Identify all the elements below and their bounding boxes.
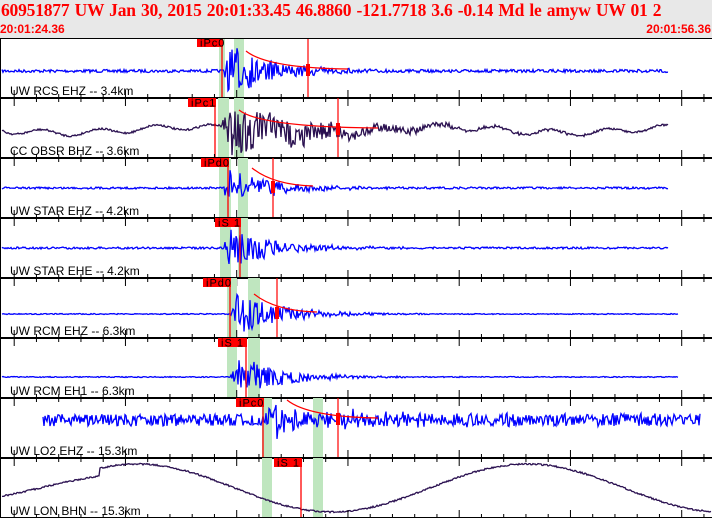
phase-window [227, 338, 237, 398]
phase-window [227, 278, 237, 338]
channel-panel[interactable]: iPc1 CC OBSR BHZ -- 3.6km [0, 98, 712, 167]
coda-fit [238, 109, 379, 129]
channel-label: UW STAR EHZ -- 4.2km [10, 204, 139, 218]
pick-label: iS 1 [277, 458, 300, 470]
channel-label: CC OBSR BHZ -- 3.6km [10, 144, 139, 158]
pick-label: iPd0 [206, 278, 232, 290]
channel-panel[interactable]: iPc0 UW RCS EHZ -- 3.4km [0, 38, 712, 106]
coda-amp-marker [336, 413, 340, 425]
pick-label-box[interactable] [274, 458, 302, 467]
coda-fit [245, 50, 349, 70]
pick-label-box[interactable] [188, 98, 216, 107]
waveform-trace [1, 229, 669, 264]
phase-window [262, 398, 272, 458]
channel-label: UW LON BHN -- 15.3km [10, 504, 141, 518]
start-time: 20:01:24.36 [0, 22, 65, 36]
channel-label: UW RCM EH1 -- 6.3km [10, 384, 135, 398]
channel-panel[interactable]: iS 1 UW LON BHN -- 15.3km [0, 458, 712, 518]
pick-label: iS 1 [221, 338, 244, 350]
phase-window [313, 398, 323, 458]
waveform-trace [1, 462, 712, 514]
pick-label-box[interactable] [236, 398, 264, 407]
channel-panel[interactable]: iS 1 UW RCM EH1 -- 6.3km [0, 338, 712, 407]
channel-label: UW LO2 EHZ -- 15.3km [10, 444, 137, 458]
channel-panel[interactable]: iPd0 UW RCM EHZ -- 6.3km [0, 278, 712, 347]
event-title: 60951877 UW Jan 30, 2015 20:01:33.45 46.… [1, 0, 662, 20]
waveform-trace [1, 111, 669, 156]
coda-fit [253, 293, 318, 313]
header-bar: 60951877 UW Jan 30, 2015 20:01:33.45 46.… [0, 0, 712, 38]
phase-window [238, 158, 248, 218]
pick-label: iPd0 [204, 158, 230, 170]
waveform-trace [42, 404, 701, 439]
pick-label: iPc0 [200, 38, 225, 50]
coda-amp-marker [336, 123, 340, 135]
channel-panel[interactable]: iPd0 UW STAR EHZ -- 4.2km [0, 158, 712, 227]
waveform-trace [1, 292, 679, 332]
pick-label: iPc1 [191, 98, 216, 110]
pick-label: iS 1 [218, 218, 241, 230]
coda-amp-marker [306, 64, 310, 76]
coda-fit [286, 399, 379, 419]
channel-panel[interactable]: iPc0 UW LO2 EHZ -- 15.3km [0, 398, 712, 467]
pick-label: iPc0 [239, 398, 264, 410]
pick-label-box[interactable] [201, 158, 229, 167]
pick-label-box[interactable] [218, 338, 247, 347]
waveform-trace [1, 170, 669, 197]
phase-window [262, 458, 272, 518]
channel-label: UW STAR EHE -- 4.2km [10, 264, 140, 278]
waveform-trace [1, 48, 669, 93]
pick-label-box[interactable] [197, 38, 223, 47]
coda-amp-marker [275, 307, 279, 319]
pick-label-box[interactable] [203, 278, 231, 287]
seismogram-panels[interactable]: iPc0 UW RCS EHZ -- 3.4km iPc1 CC OBSR BHZ -… [0, 38, 712, 518]
channel-label: UW RCS EHZ -- 3.4km [10, 84, 133, 98]
phase-window [313, 458, 323, 518]
channel-label: UW RCM EHZ -- 6.3km [10, 324, 135, 338]
channel-panel[interactable]: iS 1 UW STAR EHE -- 4.2km [0, 218, 712, 287]
coda-amp-marker [271, 181, 275, 193]
coda-fit [251, 167, 314, 187]
pick-label-box[interactable] [215, 218, 241, 227]
end-time: 20:01:56.36 [646, 22, 711, 36]
waveform-trace [1, 360, 679, 389]
